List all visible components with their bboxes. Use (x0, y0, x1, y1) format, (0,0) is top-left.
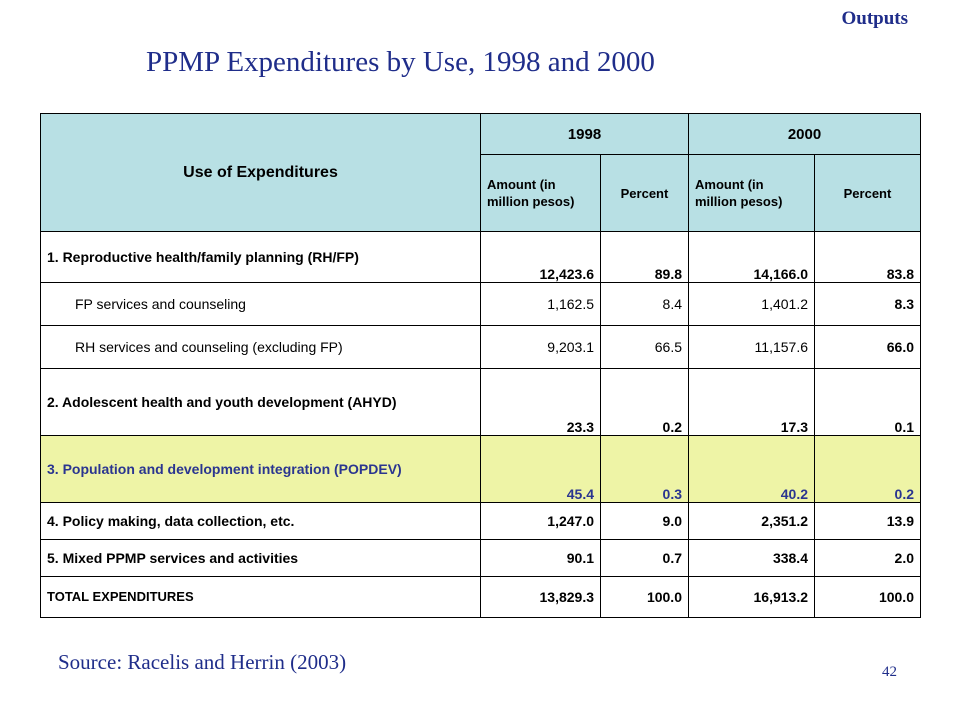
percent-2000: 100.0 (814, 576, 921, 618)
source-note: Source: Racelis and Herrin (2003) (58, 650, 347, 674)
amount-1998: 13,829.3 (480, 576, 601, 618)
table-row-total: TOTAL EXPENDITURES 13,829.3 100.0 16,913… (40, 576, 921, 618)
row-label: 5. Mixed PPMP services and activities (40, 539, 481, 577)
percent-1998: 0.2 (600, 368, 689, 436)
slide-title: PPMP Expenditures by Use, 1998 and 2000 (146, 46, 655, 78)
amount-2000: 11,157.6 (688, 325, 815, 369)
amount-2000: 40.2 (688, 435, 815, 503)
row-label: 2. Adolescent health and youth developme… (40, 368, 481, 436)
percent-2000: 2.0 (814, 539, 921, 577)
percent-1998: 9.0 (600, 502, 689, 540)
row-label: 4. Policy making, data collection, etc. (40, 502, 481, 540)
percent-1998: 8.4 (600, 282, 689, 326)
page-number: 42 (882, 664, 897, 680)
percent-2000: 83.8 (814, 231, 921, 283)
table-row: 1. Reproductive health/family planning (… (40, 231, 921, 283)
row-label: TOTAL EXPENDITURES (40, 576, 481, 618)
table-row: 4. Policy making, data collection, etc. … (40, 502, 921, 540)
percent-1998: 0.3 (600, 435, 689, 503)
year-header-2000: 2000 (688, 113, 921, 155)
amount-header-2000: Amount (in million pesos) (688, 154, 815, 232)
amount-2000: 16,913.2 (688, 576, 815, 618)
percent-header-2000: Percent (814, 154, 921, 232)
section-label: Outputs (841, 8, 908, 29)
percent-1998: 0.7 (600, 539, 689, 577)
year-header-1998: 1998 (480, 113, 689, 155)
percent-header-1998: Percent (600, 154, 689, 232)
amount-2000: 338.4 (688, 539, 815, 577)
amount-2000: 1,401.2 (688, 282, 815, 326)
percent-2000: 13.9 (814, 502, 921, 540)
table-row-highlighted: 3. Population and development integratio… (40, 435, 921, 503)
table-row: 5. Mixed PPMP services and activities 90… (40, 539, 921, 577)
table-row: FP services and counseling 1,162.5 8.4 1… (40, 282, 921, 326)
use-header: Use of Expenditures (40, 113, 481, 232)
percent-1998: 100.0 (600, 576, 689, 618)
amount-2000: 14,166.0 (688, 231, 815, 283)
amount-1998: 1,247.0 (480, 502, 601, 540)
table-row: RH services and counseling (excluding FP… (40, 325, 921, 369)
percent-1998: 89.8 (600, 231, 689, 283)
row-label: 1. Reproductive health/family planning (… (40, 231, 481, 283)
amount-1998: 90.1 (480, 539, 601, 577)
amount-2000: 2,351.2 (688, 502, 815, 540)
percent-2000: 0.2 (814, 435, 921, 503)
row-label: 3. Population and development integratio… (40, 435, 481, 503)
amount-1998: 23.3 (480, 368, 601, 436)
amount-1998: 9,203.1 (480, 325, 601, 369)
expenditures-table: Use of Expenditures 1998 2000 Amount (in… (40, 113, 921, 618)
row-label: FP services and counseling (40, 282, 481, 326)
amount-1998: 12,423.6 (480, 231, 601, 283)
amount-header-1998: Amount (in million pesos) (480, 154, 601, 232)
row-label: RH services and counseling (excluding FP… (40, 325, 481, 369)
percent-2000: 8.3 (814, 282, 921, 326)
amount-1998: 45.4 (480, 435, 601, 503)
percent-1998: 66.5 (600, 325, 689, 369)
amount-1998: 1,162.5 (480, 282, 601, 326)
table-row: 2. Adolescent health and youth developme… (40, 368, 921, 436)
amount-2000: 17.3 (688, 368, 815, 436)
percent-2000: 0.1 (814, 368, 921, 436)
percent-2000: 66.0 (814, 325, 921, 369)
